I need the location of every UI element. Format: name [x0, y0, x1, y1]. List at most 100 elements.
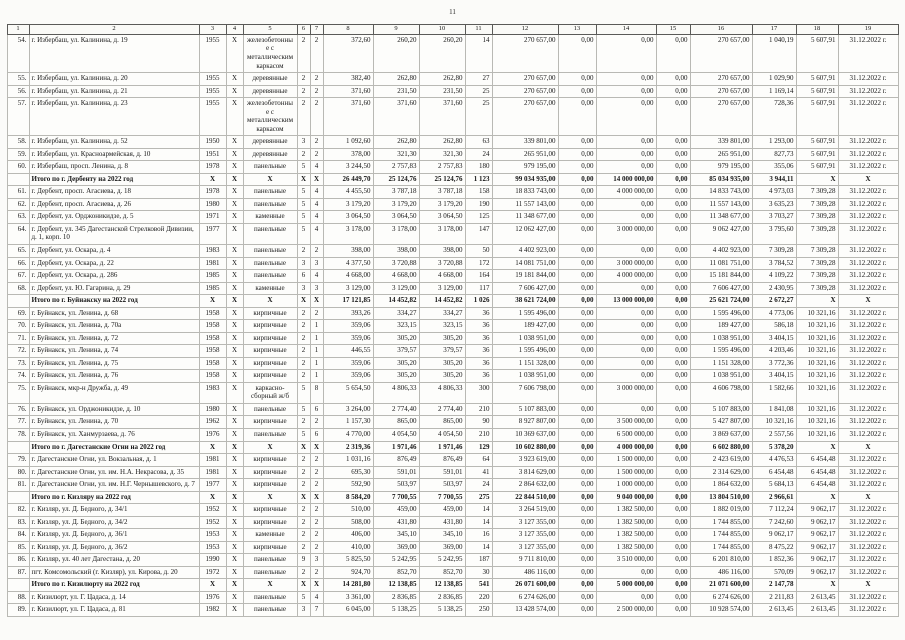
cell: 359,06 [322, 356, 374, 371]
cell: 3 361,00 [322, 590, 374, 605]
cell: 10 602 880,00 [491, 440, 559, 455]
cell: 0,00 [655, 33, 691, 74]
cell: 459,00 [418, 503, 466, 517]
cell: 321,30 [418, 147, 466, 162]
cell: 4 [309, 185, 324, 199]
cell: X [296, 294, 311, 308]
cell: X [837, 440, 899, 455]
cell: 1 157,30 [322, 415, 374, 429]
cell: 31.12.2022 г. [837, 344, 899, 358]
cell: 2 [296, 33, 311, 74]
cell: 4 455,50 [322, 185, 374, 199]
cell: 3 064,50 [418, 210, 466, 224]
cell: 10 321,16 [795, 381, 839, 404]
cell [6, 294, 30, 308]
cell: 305,20 [418, 369, 466, 383]
cell: 865,00 [372, 415, 420, 429]
cell: X [242, 172, 298, 187]
cell: панельные [242, 222, 298, 246]
cell: кирпичные [242, 503, 298, 517]
cell: 125 [464, 210, 493, 224]
cell: кирпичные [242, 453, 298, 467]
cell: 210 [464, 402, 493, 417]
cell: 7 309,28 [795, 210, 839, 224]
cell: 3 720,88 [372, 256, 420, 271]
cell: X [837, 578, 899, 592]
cell: 2 [296, 565, 311, 580]
cell: 1985 [198, 281, 227, 296]
cell: 76. [6, 402, 30, 417]
column-header: 7 [309, 24, 324, 35]
cell: 406,00 [322, 528, 374, 542]
cell: 7 606 427,00 [689, 281, 753, 296]
cell: кирпичные [242, 369, 298, 383]
cell: 36 [464, 344, 493, 358]
cell: кирпичные [242, 415, 298, 429]
cell: 6 274 626,00 [689, 590, 753, 605]
cell: 4 [309, 160, 324, 174]
cell: 31.12.2022 г. [837, 244, 899, 258]
cell: панельные [242, 160, 298, 174]
cell: 2 774,40 [418, 402, 466, 417]
cell: X [225, 415, 244, 429]
cell: 3 178,00 [418, 222, 466, 246]
cell: 2 [309, 33, 324, 74]
cell: 0,00 [655, 415, 691, 429]
cell: 510,00 [322, 503, 374, 517]
cell: 262,80 [372, 72, 420, 86]
column-header: 6 [296, 24, 311, 35]
cell: 0,00 [557, 553, 597, 567]
table-row: 78. г. Буйнакск, ул. Ханмурзаева, д. 76 19… [6, 428, 899, 442]
cell: 0,00 [557, 503, 597, 517]
cell: 2 [309, 515, 324, 530]
cell: 393,26 [322, 306, 374, 321]
cell: 3 000 000,00 [595, 222, 657, 246]
cell: г. Дербент, ул. Оскара, д. 286 [28, 269, 200, 283]
cell: 1977 [198, 478, 227, 492]
cell: 90 [464, 415, 493, 429]
cell: 1 038 951,00 [491, 369, 559, 383]
cell: 31.12.2022 г. [837, 319, 899, 333]
cell: 4 806,33 [372, 381, 420, 404]
cell: 158 [464, 185, 493, 199]
cell: 13 428 574,00 [491, 603, 559, 617]
cell: 486 116,00 [491, 565, 559, 580]
cell: 270 657,00 [689, 33, 753, 74]
cell: 570,09 [751, 565, 797, 580]
cell: 10 369 637,00 [491, 428, 559, 442]
cell: 67. [6, 269, 30, 283]
cell: 0,00 [557, 306, 597, 321]
cell: 31.12.2022 г. [837, 402, 899, 417]
cell: 3 703,27 [751, 210, 797, 224]
cell: 410,00 [322, 540, 374, 555]
cell: 31.12.2022 г. [837, 147, 899, 162]
column-header: 11 [464, 24, 493, 35]
cell: 7 [309, 603, 324, 617]
cell: 13 804 510,00 [689, 490, 753, 505]
cell: 591,01 [372, 465, 420, 480]
cell: X [225, 515, 244, 530]
cell: 0,00 [557, 135, 597, 149]
cell: 210 [464, 428, 493, 442]
cell: 3 178,00 [372, 222, 420, 246]
cell: 9 062,17 [795, 515, 839, 530]
cell: 270 657,00 [689, 97, 753, 137]
cell: 4 [309, 590, 324, 605]
cell: 1 382 500,00 [595, 540, 657, 555]
cell: 345,10 [372, 528, 420, 542]
cell: X [225, 528, 244, 542]
cell: 3 000 000,00 [595, 381, 657, 404]
cell: 2 [296, 306, 311, 321]
cell: 0,00 [557, 528, 597, 542]
cell [6, 578, 30, 592]
cell: 16 [464, 528, 493, 542]
cell: 1 [309, 344, 324, 358]
cell: 0,00 [655, 185, 691, 199]
cell: 339 801,00 [689, 135, 753, 149]
column-header: 1 [6, 24, 30, 35]
cell: X [795, 440, 839, 455]
cell: 0,00 [655, 453, 691, 467]
cell: 6 [309, 428, 324, 442]
cell: 1 582,66 [751, 381, 797, 404]
